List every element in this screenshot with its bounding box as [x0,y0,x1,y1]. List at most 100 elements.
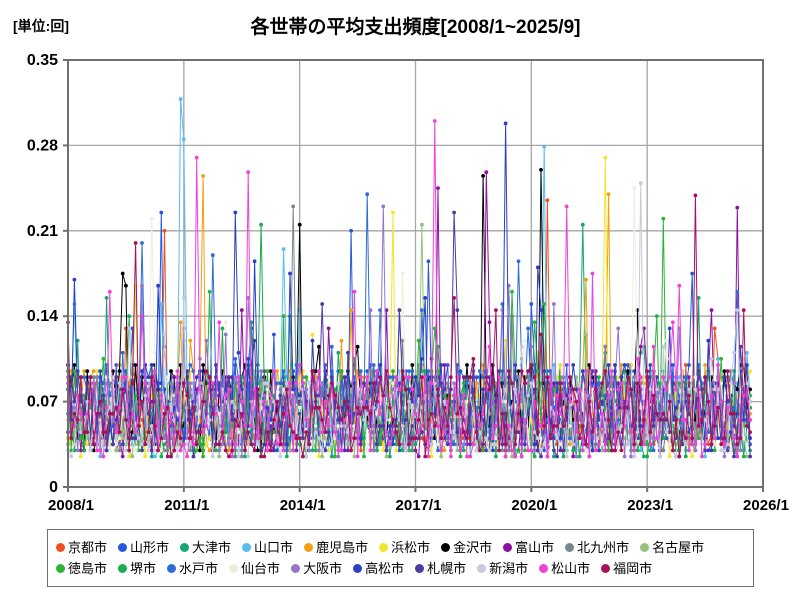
data-point [407,369,411,373]
data-point [552,387,556,392]
data-point [577,418,582,422]
data-point [671,381,675,386]
data-point [181,442,186,447]
data-point [442,442,447,447]
legend-label: 新潟市 [489,561,529,577]
data-point [584,277,588,282]
data-point [741,454,746,459]
data-point [468,375,473,380]
data-point [410,448,415,453]
legend-label: 大阪市 [303,561,343,577]
legend-row-2: 徳島市 堺市 水戸市 仙台市 大阪市 高松市 札幌市 新潟市 松山市 福岡市 [56,562,745,575]
data-point [410,442,415,447]
data-point [310,442,315,447]
data-point [149,363,154,367]
data-point [358,442,363,447]
data-point [420,375,424,380]
data-point [735,454,740,459]
data-point [268,393,273,398]
data-point [506,424,511,428]
data-point [426,418,431,422]
data-point [728,430,733,434]
data-point [690,454,695,459]
data-point [91,381,96,386]
data-point [683,363,688,367]
data-point [645,442,650,447]
data-point [220,375,225,380]
data-point [626,442,630,447]
data-point [120,375,125,380]
data-point [703,454,707,459]
data-point [555,393,559,398]
data-point [432,430,437,434]
legend-item: 浜松市 [379,541,430,554]
legend-item: 札幌市 [415,562,466,575]
data-point [230,448,235,453]
data-point [153,424,157,428]
data-point [712,326,717,331]
legend-item: 福岡市 [601,562,652,575]
data-point [172,375,177,380]
data-point [346,442,350,447]
data-point [600,405,604,410]
data-point [191,442,196,447]
data-point [201,174,206,178]
data-point [72,399,77,404]
data-point [494,399,498,404]
data-point [95,448,99,453]
data-point [127,326,131,331]
data-point [297,222,302,227]
data-point [677,283,682,288]
data-point [162,411,167,416]
data-point [391,381,395,386]
data-point [593,448,598,453]
data-point [539,308,543,312]
unit-label: [単位:回] [13,18,69,34]
data-point [201,363,206,367]
data-point [156,283,161,288]
data-point [120,271,125,276]
legend-swatch-icon [291,564,301,574]
data-point [272,448,276,453]
data-point [593,387,598,392]
data-point [230,399,235,404]
data-point [178,320,183,325]
data-point [79,448,83,453]
data-point [223,387,228,392]
data-point [191,454,196,459]
data-point [387,442,392,447]
data-point [712,442,717,447]
data-point [169,411,173,416]
data-point [510,381,514,386]
data-point [664,436,669,441]
data-point [111,442,115,447]
legend-swatch-icon [477,564,487,574]
data-point [375,399,379,404]
data-point [481,442,485,447]
data-point [500,411,505,416]
data-point [239,411,244,416]
data-point [654,411,659,416]
chart-legend: 京都市 山形市 大津市 山口市 鹿児島市 浜松市 金沢市 富山市 北九州市 名古屋市 徳島市 堺市 水… [47,529,754,587]
data-point [304,387,308,392]
data-point [268,424,273,428]
data-point [185,454,190,459]
data-point [143,442,148,447]
legend-label: 札幌市 [427,561,467,577]
data-point [439,363,444,367]
legend-label: 富山市 [515,539,555,555]
data-point [310,448,315,453]
data-point [352,381,357,386]
data-point [114,405,119,410]
data-point [281,411,286,416]
data-point [423,296,428,300]
data-point [416,436,421,441]
data-point [207,375,212,380]
data-point [651,448,656,453]
data-point [452,393,456,398]
legend-swatch-icon [180,542,190,552]
data-point [667,454,672,459]
data-point [497,375,502,380]
data-point [365,405,370,410]
data-point [584,387,588,392]
